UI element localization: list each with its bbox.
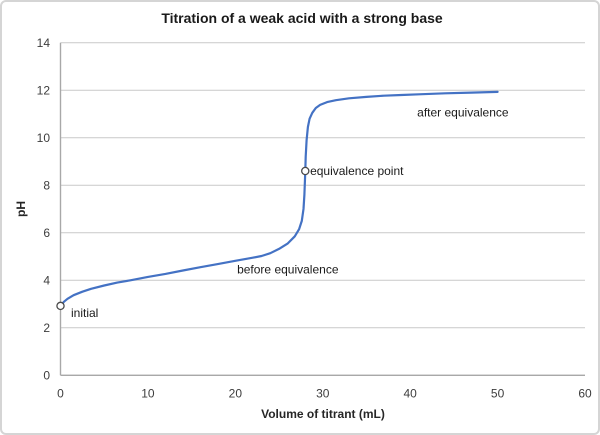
annotations: initial before equivalence equivalence poi…: [71, 105, 509, 320]
y-axis-title: pH: [14, 201, 28, 217]
point-markers: [56, 166, 310, 311]
equivalence-point-marker: [301, 166, 310, 176]
axes: [59, 42, 585, 376]
x-tick-label: 50: [491, 386, 505, 400]
gridlines: [60, 42, 585, 376]
annotation-before-equivalence: before equivalence: [237, 262, 339, 276]
x-axis-title: Volume of titrant (mL): [261, 407, 385, 421]
y-tick-label: 14: [37, 36, 51, 50]
x-tick-label: 30: [316, 386, 330, 400]
y-axis-tick-labels: 0 2 4 6 8 10 12 14: [37, 36, 51, 383]
chart-title: Titration of a weak acid with a strong b…: [161, 10, 443, 26]
y-tick-label: 6: [43, 226, 50, 240]
series-group: [59, 90, 499, 307]
y-tick-label: 10: [37, 131, 51, 145]
x-tick-label: 60: [578, 386, 592, 400]
y-tick-label: 12: [37, 83, 51, 97]
x-axis-tick-labels: 0 10 20 30 40 50 60: [57, 386, 592, 400]
annotation-after-equivalence: after equivalence: [417, 105, 509, 119]
x-tick-label: 0: [57, 386, 64, 400]
x-tick-label: 40: [403, 386, 417, 400]
initial-point-marker: [56, 301, 65, 311]
y-tick-label: 8: [43, 178, 50, 192]
x-tick-label: 20: [229, 386, 243, 400]
y-tick-label: 0: [43, 369, 50, 383]
y-tick-label: 4: [43, 273, 50, 287]
y-tick-label: 2: [43, 321, 50, 335]
annotation-initial: initial: [71, 306, 98, 320]
x-tick-label: 10: [141, 386, 155, 400]
titration-curve: [59, 90, 499, 307]
annotation-equivalence-point: equivalence point: [310, 164, 404, 178]
